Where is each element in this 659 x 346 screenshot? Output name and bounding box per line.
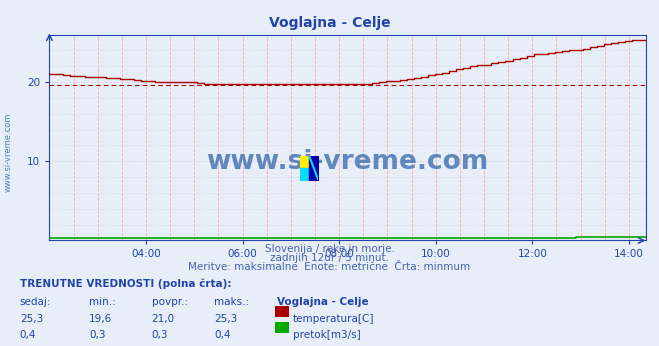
Text: 21,0: 21,0 — [152, 314, 175, 324]
Text: 0,3: 0,3 — [152, 330, 168, 340]
Text: 19,6: 19,6 — [89, 314, 112, 324]
Text: povpr.:: povpr.: — [152, 297, 188, 307]
Text: 25,3: 25,3 — [20, 314, 43, 324]
Text: maks.:: maks.: — [214, 297, 249, 307]
Text: zadnjih 12ur / 5 minut.: zadnjih 12ur / 5 minut. — [270, 253, 389, 263]
Text: www.si-vreme.com: www.si-vreme.com — [206, 149, 489, 175]
Text: 0,4: 0,4 — [214, 330, 231, 340]
Text: sedaj:: sedaj: — [20, 297, 51, 307]
Text: www.si-vreme.com: www.si-vreme.com — [3, 112, 13, 192]
Text: 0,4: 0,4 — [20, 330, 36, 340]
Text: Voglajna - Celje: Voglajna - Celje — [269, 16, 390, 29]
Text: 25,3: 25,3 — [214, 314, 237, 324]
Text: Meritve: maksimalne  Enote: metrične  Črta: minmum: Meritve: maksimalne Enote: metrične Črta… — [188, 262, 471, 272]
Text: min.:: min.: — [89, 297, 116, 307]
Text: pretok[m3/s]: pretok[m3/s] — [293, 330, 360, 340]
Text: temperatura[C]: temperatura[C] — [293, 314, 374, 324]
Text: Voglajna - Celje: Voglajna - Celje — [277, 297, 368, 307]
Text: 0,3: 0,3 — [89, 330, 105, 340]
Text: Slovenija / reke in morje.: Slovenija / reke in morje. — [264, 244, 395, 254]
Text: TRENUTNE VREDNOSTI (polna črta):: TRENUTNE VREDNOSTI (polna črta): — [20, 279, 231, 289]
